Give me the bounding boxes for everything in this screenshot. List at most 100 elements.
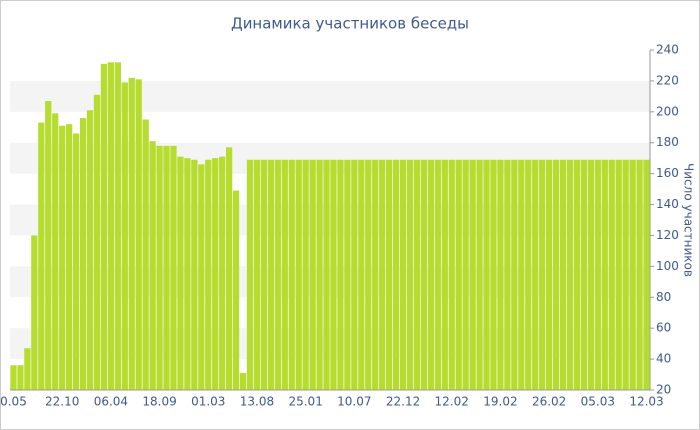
bar bbox=[156, 145, 163, 390]
bar bbox=[337, 159, 344, 390]
bar bbox=[93, 94, 101, 391]
bar bbox=[17, 365, 24, 390]
bar bbox=[38, 122, 45, 391]
x-tick-label: 12.02 bbox=[435, 395, 469, 409]
bar bbox=[274, 159, 281, 390]
y-tick-label: 200 bbox=[656, 104, 679, 118]
bar bbox=[511, 159, 518, 390]
bar bbox=[580, 159, 588, 390]
bar bbox=[539, 159, 546, 390]
bar bbox=[420, 159, 428, 390]
x-tick-label: 05.03 bbox=[581, 395, 615, 409]
bar bbox=[114, 62, 121, 390]
y-tick-label: 100 bbox=[656, 259, 679, 273]
bar bbox=[135, 79, 142, 390]
bar bbox=[636, 159, 643, 390]
bar bbox=[59, 125, 66, 391]
bar bbox=[455, 159, 462, 390]
y-tick-label: 180 bbox=[656, 135, 679, 149]
bar bbox=[163, 145, 170, 390]
bar bbox=[205, 159, 212, 390]
x-tick-label: 13.08 bbox=[240, 395, 274, 409]
bar bbox=[31, 235, 38, 390]
bar bbox=[239, 373, 247, 390]
bar bbox=[52, 113, 59, 390]
y-tick-label: 240 bbox=[656, 43, 679, 57]
bar bbox=[392, 159, 400, 390]
x-tick-label: 22.12 bbox=[386, 395, 420, 409]
bar bbox=[226, 147, 233, 390]
bar bbox=[358, 159, 365, 390]
bar bbox=[559, 159, 567, 390]
bar bbox=[184, 158, 191, 390]
bar bbox=[246, 159, 254, 390]
x-tick-label: 10.07 bbox=[337, 395, 371, 409]
bar bbox=[379, 159, 386, 390]
bar bbox=[142, 119, 149, 390]
y-tick-label: 80 bbox=[656, 290, 671, 304]
bar bbox=[24, 348, 31, 390]
bar bbox=[295, 159, 302, 390]
y-tick-label: 220 bbox=[656, 73, 679, 87]
bar bbox=[441, 159, 448, 390]
bar bbox=[72, 133, 80, 391]
bar bbox=[86, 110, 94, 390]
bar bbox=[434, 159, 441, 390]
bar bbox=[448, 159, 455, 390]
bar bbox=[191, 159, 198, 390]
bar bbox=[66, 124, 73, 390]
bar bbox=[601, 159, 608, 390]
bar bbox=[302, 159, 309, 390]
bar bbox=[497, 159, 504, 390]
bar bbox=[504, 159, 511, 390]
bar bbox=[365, 159, 372, 390]
bar bbox=[260, 159, 268, 390]
bar bbox=[100, 63, 108, 391]
bar bbox=[518, 159, 525, 390]
bar bbox=[490, 159, 497, 390]
y-tick-label: 20 bbox=[656, 383, 671, 397]
bar bbox=[629, 159, 636, 390]
bar bbox=[149, 141, 156, 390]
bar bbox=[608, 159, 615, 390]
bar bbox=[170, 145, 177, 390]
bar bbox=[330, 159, 337, 390]
x-tick-label: 22.10 bbox=[45, 395, 79, 409]
bar bbox=[323, 159, 330, 390]
x-tick-label: 25.01 bbox=[288, 395, 322, 409]
x-tick-label: 26.02 bbox=[532, 395, 566, 409]
bar bbox=[219, 156, 226, 390]
bar bbox=[386, 159, 393, 390]
bar bbox=[594, 159, 601, 390]
bar bbox=[469, 159, 476, 390]
bar bbox=[462, 159, 469, 390]
bar bbox=[344, 159, 351, 390]
chart-title: Динамика участников беседы bbox=[231, 15, 469, 33]
y-tick-label: 160 bbox=[656, 166, 679, 180]
bar bbox=[309, 159, 316, 390]
bar bbox=[79, 118, 87, 390]
bar bbox=[316, 159, 323, 390]
bar bbox=[532, 159, 539, 390]
bar bbox=[198, 164, 205, 390]
bar bbox=[546, 159, 553, 390]
bar bbox=[476, 159, 483, 390]
x-tick-label: 0.05 bbox=[0, 395, 27, 409]
bar bbox=[267, 159, 274, 390]
bar bbox=[615, 159, 622, 390]
bar bbox=[483, 159, 490, 390]
x-tick-label: 12.03 bbox=[629, 395, 663, 409]
bar bbox=[177, 156, 184, 390]
y-axis-label: Число участников bbox=[682, 163, 696, 277]
bar bbox=[566, 159, 574, 390]
x-tick-label: 06.04 bbox=[94, 395, 128, 409]
bar bbox=[45, 101, 52, 390]
bar bbox=[351, 159, 358, 390]
bar bbox=[399, 159, 407, 390]
y-tick-label: 60 bbox=[656, 321, 671, 335]
x-tick-label: 19.02 bbox=[483, 395, 517, 409]
x-tick-label: 01.03 bbox=[191, 395, 225, 409]
bar bbox=[232, 190, 240, 390]
bar bbox=[643, 159, 650, 390]
